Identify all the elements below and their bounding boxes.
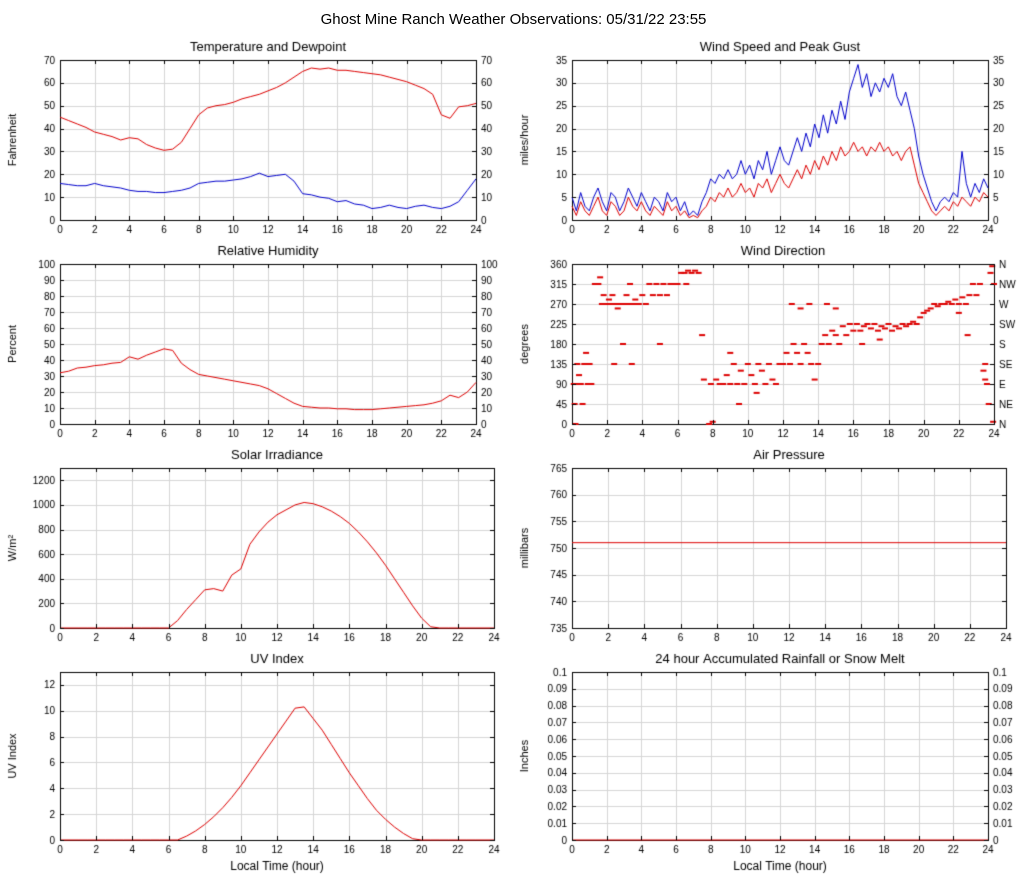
chart-relative-humidity (3, 240, 512, 444)
chart-solar-irradiance (3, 444, 512, 648)
chart-temperature-dewpoint (3, 36, 512, 240)
chart-uv-index (3, 648, 512, 878)
charts-grid (0, 36, 1027, 878)
chart-air-pressure (515, 444, 1024, 648)
chart-rainfall-snow-melt (515, 648, 1024, 878)
chart-wind-speed-peak-gust (515, 36, 1024, 240)
chart-wind-direction (515, 240, 1024, 444)
page-title: Ghost Mine Ranch Weather Observations: 0… (320, 11, 707, 28)
